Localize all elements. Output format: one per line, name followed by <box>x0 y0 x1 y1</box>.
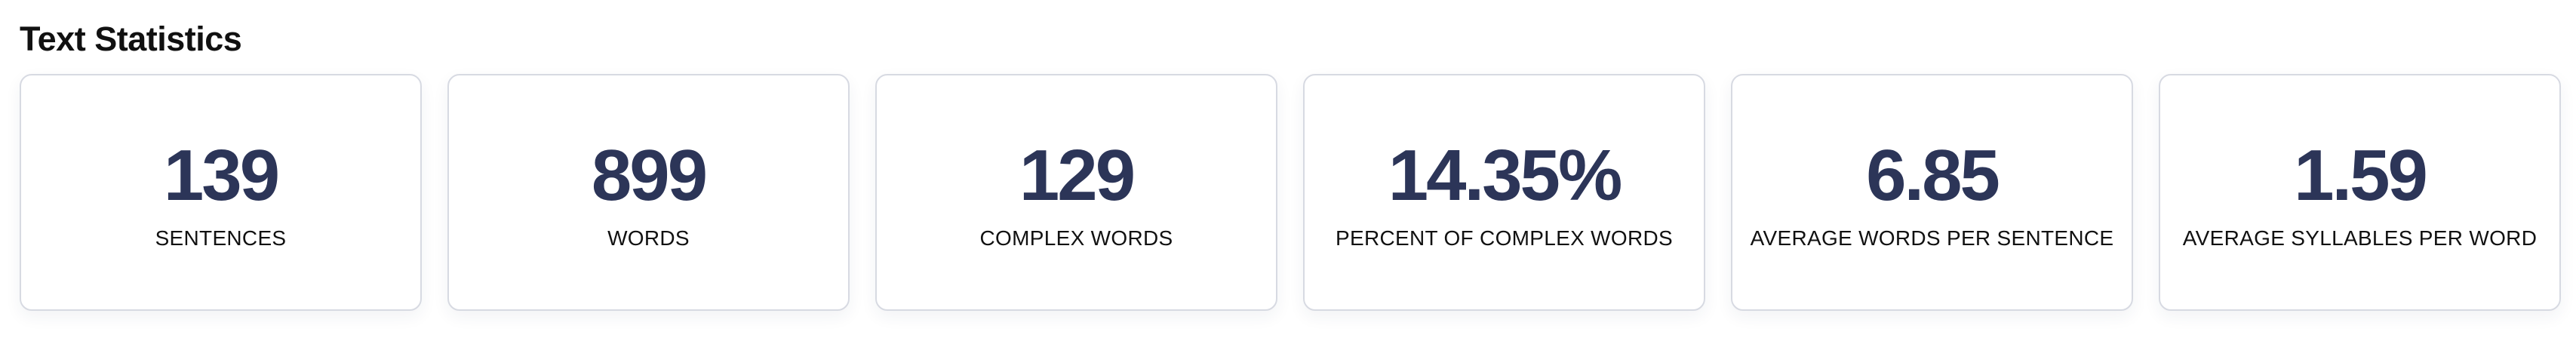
text-statistics-section: Text Statistics 139 SENTENCES 899 WORDS … <box>20 18 2561 311</box>
stat-label: SENTENCES <box>155 226 287 250</box>
section-title: Text Statistics <box>20 20 242 58</box>
stat-value: 139 <box>163 135 280 216</box>
stats-grid: 139 SENTENCES 899 WORDS 129 COMPLEX WORD… <box>20 74 2561 311</box>
stat-value: 899 <box>591 135 708 216</box>
stat-value: 6.85 <box>1866 135 2000 216</box>
stat-label: PERCENT OF COMPLEX WORDS <box>1336 226 1673 250</box>
stat-card-words: 899 WORDS <box>447 74 850 311</box>
stat-card-complex-words: 129 COMPLEX WORDS <box>875 74 1277 311</box>
stat-label: AVERAGE WORDS PER SENTENCE <box>1750 226 2114 250</box>
stat-card-average-words-per-sentence: 6.85 AVERAGE WORDS PER SENTENCE <box>1731 74 2133 311</box>
stat-label: COMPLEX WORDS <box>979 226 1173 250</box>
stat-card-percent-complex-words: 14.35% PERCENT OF COMPLEX WORDS <box>1303 74 1705 311</box>
stat-card-sentences: 139 SENTENCES <box>20 74 422 311</box>
stat-label: WORDS <box>607 226 690 250</box>
stat-value: 1.59 <box>2294 135 2428 216</box>
stat-card-average-syllables-per-word: 1.59 AVERAGE SYLLABLES PER WORD <box>2159 74 2561 311</box>
stat-label: AVERAGE SYLLABLES PER WORD <box>2182 226 2538 250</box>
stat-value: 129 <box>1019 135 1136 216</box>
stat-value: 14.35% <box>1388 135 1623 216</box>
